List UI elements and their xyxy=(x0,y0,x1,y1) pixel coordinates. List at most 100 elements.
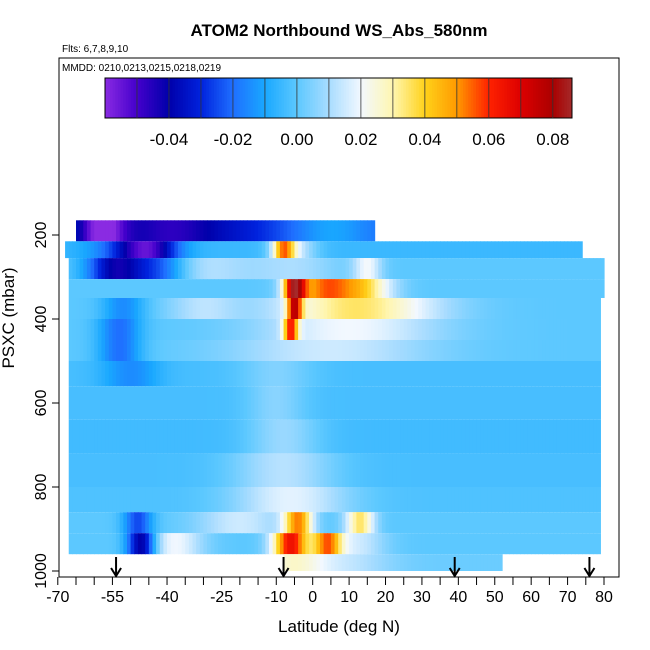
heatmap-cell xyxy=(192,386,197,420)
chart-title: ATOM2 Northbound WS_Abs_580nm xyxy=(191,21,488,40)
heatmap-cell xyxy=(465,241,470,259)
heatmap-cell xyxy=(298,533,303,555)
heatmap-cell xyxy=(349,453,354,487)
heatmap-cell xyxy=(498,241,503,259)
colorbar-swatch xyxy=(538,78,542,118)
heatmap-cell xyxy=(90,487,95,513)
heatmap-cell xyxy=(349,279,354,298)
heatmap-cell xyxy=(451,554,456,571)
heatmap-cell xyxy=(130,241,135,259)
colorbar-swatch xyxy=(411,78,415,118)
heatmap-cell xyxy=(239,487,245,513)
heatmap-cell xyxy=(243,361,248,387)
heatmap-cell xyxy=(145,533,150,555)
heatmap-cell xyxy=(290,487,296,513)
heatmap-cell xyxy=(239,220,245,242)
heatmap-cell xyxy=(491,279,496,298)
heatmap-cell xyxy=(458,319,463,340)
heatmap-cell xyxy=(338,386,343,420)
heatmap-cell xyxy=(116,319,121,340)
heatmap-cell xyxy=(593,361,598,387)
heatmap-cell xyxy=(345,419,350,454)
heatmap-cell xyxy=(123,361,128,387)
heatmap-cell xyxy=(250,453,256,487)
heatmap-cell xyxy=(199,512,205,534)
heatmap-cell xyxy=(174,512,179,534)
heatmap-cell xyxy=(199,319,205,340)
heatmap-cell xyxy=(571,279,576,298)
heatmap-cell xyxy=(196,298,201,319)
heatmap-cell xyxy=(560,533,565,555)
heatmap-cell xyxy=(239,279,245,298)
heatmap-cell xyxy=(425,419,430,454)
heatmap-cell xyxy=(225,419,230,454)
heatmap-cell xyxy=(476,453,481,487)
heatmap-cell xyxy=(432,361,438,387)
heatmap-cell xyxy=(596,487,601,513)
colorbar-swatch xyxy=(265,78,269,118)
heatmap-cell xyxy=(305,340,310,361)
heatmap-cell xyxy=(159,512,164,534)
heatmap-cell xyxy=(498,298,503,319)
heatmap-cell xyxy=(374,386,379,420)
heatmap-cell xyxy=(236,340,241,361)
heatmap-cell xyxy=(385,279,390,298)
heatmap-cell xyxy=(221,361,226,387)
heatmap-cell xyxy=(574,340,580,361)
heatmap-cell xyxy=(170,220,175,242)
heatmap-cell xyxy=(112,241,117,259)
heatmap-cell xyxy=(502,386,507,420)
heatmap-cell xyxy=(86,512,92,534)
heatmap-cell xyxy=(520,386,525,420)
heatmap-cell xyxy=(527,279,532,298)
heatmap-cell xyxy=(97,512,103,534)
heatmap-cell xyxy=(436,279,441,298)
colorbar-swatch xyxy=(452,78,456,118)
heatmap-cell xyxy=(236,512,241,534)
colorbar-swatch xyxy=(437,78,441,118)
heatmap-cell xyxy=(148,487,154,513)
heatmap-cell xyxy=(232,298,237,319)
heatmap-cell xyxy=(491,487,496,513)
heatmap-cell xyxy=(159,241,164,259)
heatmap-cell xyxy=(483,298,489,319)
heatmap-cell xyxy=(199,386,205,420)
heatmap-cell xyxy=(225,453,230,487)
colorbar-swatch xyxy=(424,78,428,118)
heatmap-cell xyxy=(101,298,106,319)
heatmap-cell xyxy=(509,533,514,555)
heatmap-cell xyxy=(440,340,445,361)
heatmap-cell xyxy=(68,279,73,298)
heatmap-cell xyxy=(443,453,449,487)
heatmap-cell xyxy=(563,361,569,387)
heatmap-cell xyxy=(461,340,467,361)
heatmap-cell xyxy=(312,258,317,280)
colorbar-swatch xyxy=(325,78,329,118)
heatmap-cell xyxy=(261,386,266,420)
heatmap-cell xyxy=(571,453,576,487)
heatmap-cell xyxy=(316,361,321,387)
heatmap-cell xyxy=(258,533,263,555)
heatmap-cell xyxy=(167,220,172,242)
heatmap-cell xyxy=(520,340,525,361)
heatmap-cell xyxy=(585,419,591,454)
heatmap-cell xyxy=(411,386,416,420)
heatmap-cell xyxy=(458,419,463,454)
heatmap-cell xyxy=(112,319,117,340)
heatmap-cell xyxy=(360,241,365,259)
heatmap-cell xyxy=(181,533,186,555)
heatmap-cell xyxy=(447,298,452,319)
heatmap-cell xyxy=(156,220,161,242)
colorbar-swatch xyxy=(530,78,534,118)
heatmap-cell xyxy=(134,487,139,513)
heatmap-cell xyxy=(188,512,194,534)
heatmap-cell xyxy=(502,298,507,319)
heatmap-cell xyxy=(520,279,525,298)
heatmap-cell xyxy=(214,453,219,487)
heatmap-cell xyxy=(287,241,292,259)
heatmap-cell xyxy=(461,487,467,513)
heatmap-cell xyxy=(236,386,241,420)
heatmap-cell xyxy=(68,258,73,280)
heatmap-cell xyxy=(170,258,175,280)
heatmap-cell xyxy=(108,512,114,534)
